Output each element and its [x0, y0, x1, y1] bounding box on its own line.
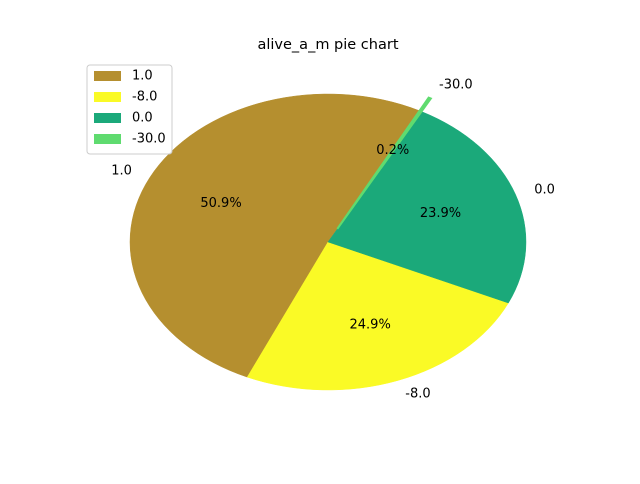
legend-swatch-0-0: [94, 113, 121, 123]
legend-box: [86, 64, 173, 155]
pie-slice-1-0: [129, 93, 420, 378]
pie-slice-0-0: [327, 111, 527, 304]
legend-label-0-0: 0.0: [132, 111, 153, 126]
slice-percent-1-0: 50.9%: [200, 196, 241, 211]
chart-legend: 1.0 -8.0 0.0 -30.0: [86, 64, 173, 155]
slice-label-0-0: 0.0: [534, 182, 555, 197]
slice-percent-8-0: 24.9%: [350, 318, 391, 333]
pie-slice-30-0: [336, 96, 433, 230]
chart-title: alive_a_m pie chart: [257, 37, 398, 53]
legend-label-1-0: 1.0: [132, 69, 153, 84]
slice-label-8-0: -8.0: [405, 387, 430, 402]
legend-swatch-30-0: [94, 134, 121, 144]
slice-percent-30-0: 0.2%: [376, 143, 409, 158]
slice-label-30-0: -30.0: [439, 77, 473, 92]
legend-label-30-0: -30.0: [132, 132, 166, 147]
slice-label-1-0: 1.0: [111, 164, 132, 179]
legend-swatch-1-0: [94, 71, 121, 81]
pie-labels: 1.0 50.9% -8.0 24.9% 0.0 23.9% -30.0 0.2%: [111, 77, 555, 401]
legend-label-8-0: -8.0: [132, 90, 157, 105]
slice-percent-0-0: 23.9%: [420, 206, 461, 221]
pie-slice-8-0: [246, 241, 509, 391]
legend-swatch-8-0: [94, 92, 121, 102]
pie-slices: [129, 93, 527, 391]
